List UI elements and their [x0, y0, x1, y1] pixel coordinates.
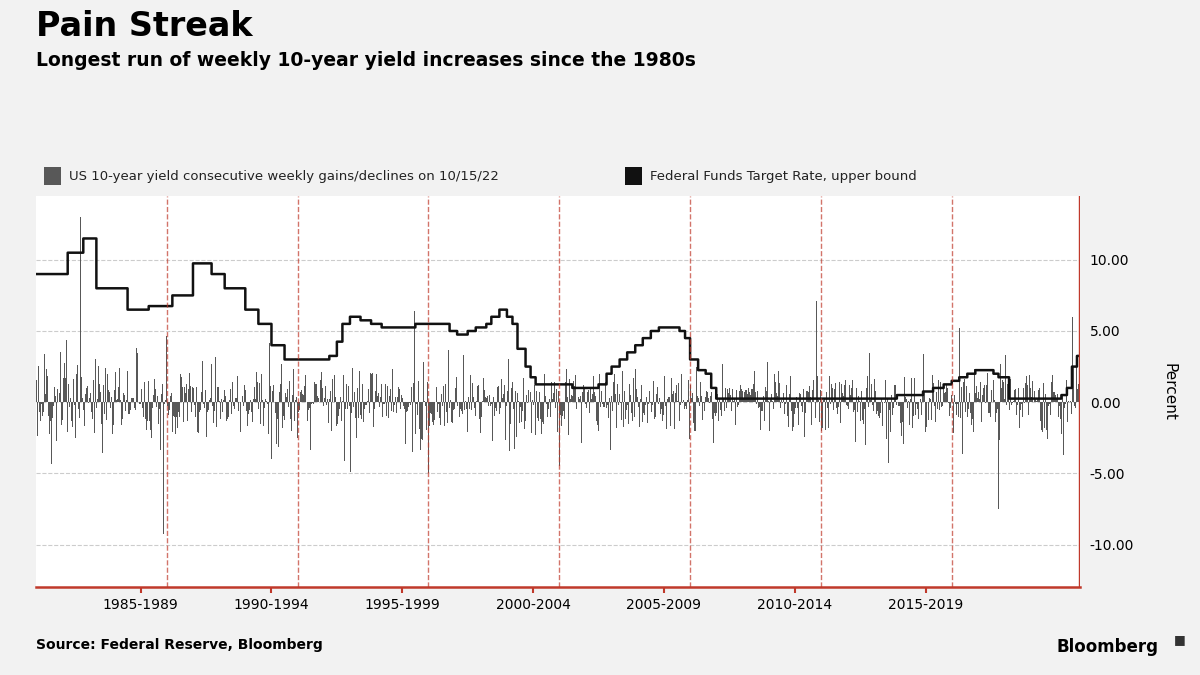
Text: Longest run of weekly 10-year yield increases since the 1980s: Longest run of weekly 10-year yield incr… [36, 51, 696, 70]
Bar [625, 167, 642, 185]
Text: US 10-year yield consecutive weekly gains/declines on 10/15/22: US 10-year yield consecutive weekly gain… [70, 169, 499, 183]
Text: Pain Streak: Pain Streak [36, 10, 252, 43]
Y-axis label: Percent: Percent [1162, 362, 1177, 421]
Text: Federal Funds Target Rate, upper bound: Federal Funds Target Rate, upper bound [650, 169, 917, 183]
Text: ■: ■ [1174, 633, 1186, 646]
Bar [44, 167, 61, 185]
Text: Bloomberg: Bloomberg [1056, 638, 1158, 656]
Text: Source: Federal Reserve, Bloomberg: Source: Federal Reserve, Bloomberg [36, 638, 323, 652]
